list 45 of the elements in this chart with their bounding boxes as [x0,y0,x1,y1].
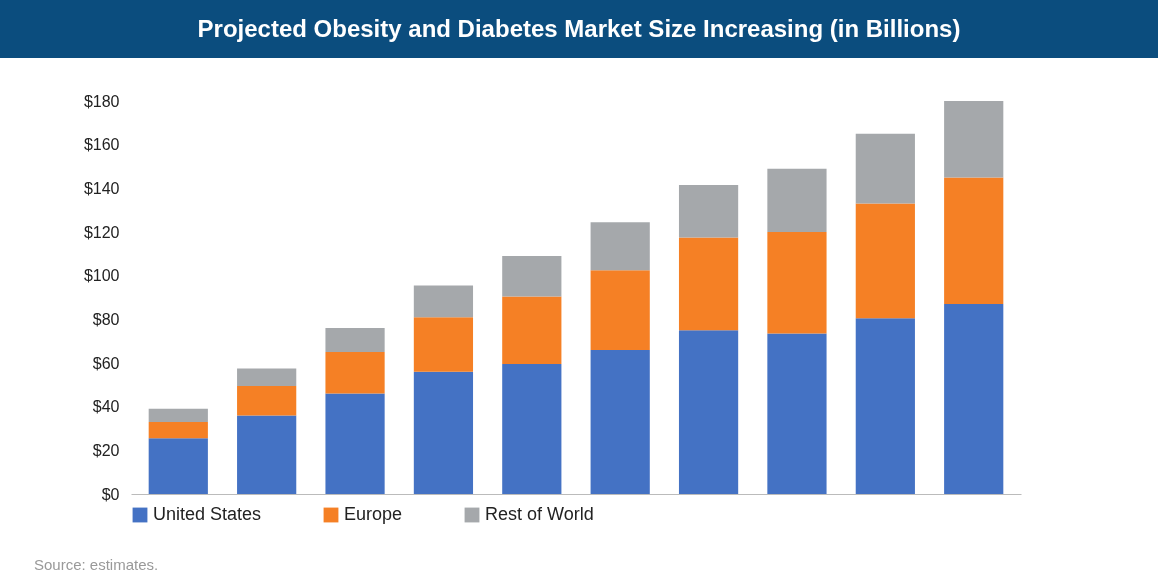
y-tick-label: $100 [83,267,120,285]
legend-label: Rest of World [485,504,594,524]
bar [678,237,739,331]
legend-label: United States [153,504,262,524]
bar [855,318,915,494]
y-tick-label: $40 [92,398,120,416]
bar [325,393,385,494]
bar [944,177,1004,305]
y-tick-label: $80 [92,310,120,328]
bar [590,270,650,350]
bar [944,304,1004,494]
y-tick-label: $160 [83,136,120,154]
bar [502,296,562,365]
y-tick-label: $120 [83,223,120,241]
y-tick-label: $20 [92,441,120,459]
bar [767,232,827,334]
bar [502,256,562,297]
bar [413,317,474,372]
y-tick-label: $60 [92,354,120,372]
bar [237,385,297,416]
bar [678,185,739,238]
legend-label: Europe [344,504,403,524]
bar [855,203,915,319]
bar [767,333,827,494]
y-tick-label: $180 [83,92,120,110]
bar [590,222,650,271]
bar [148,421,208,439]
y-tick-label: $140 [83,179,120,197]
bar [855,133,915,204]
source-note: Source: estimates. [34,556,159,573]
bar [325,352,385,394]
bar [148,438,208,494]
bar [237,368,297,386]
bar [237,415,297,494]
bar [148,408,208,422]
bar [767,168,827,232]
bar [678,330,739,494]
chart-title: Projected Obesity and Diabetes Market Size Increasing (in Billions) [0,0,1158,58]
bar [502,364,562,494]
bar [590,349,650,494]
bar [325,328,385,353]
bar [413,371,474,494]
bar [413,285,474,318]
y-tick-label: $0 [101,485,120,503]
bar [944,101,1004,178]
